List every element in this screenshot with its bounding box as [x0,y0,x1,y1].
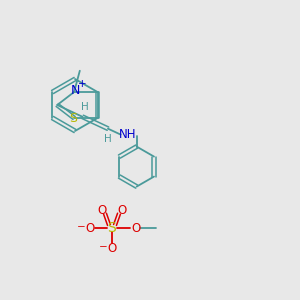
Text: S: S [69,112,77,125]
Text: +: + [78,79,86,89]
Text: O: O [85,221,94,235]
Text: O: O [107,242,117,254]
Text: H: H [81,102,88,112]
Text: −: − [76,222,85,232]
Text: O: O [131,221,141,235]
Text: O: O [117,204,127,217]
Text: N: N [70,83,80,97]
Text: S: S [108,221,116,235]
Text: H: H [104,134,112,144]
Text: NH: NH [119,128,136,141]
Text: O: O [98,204,106,217]
Text: −: − [99,242,107,252]
